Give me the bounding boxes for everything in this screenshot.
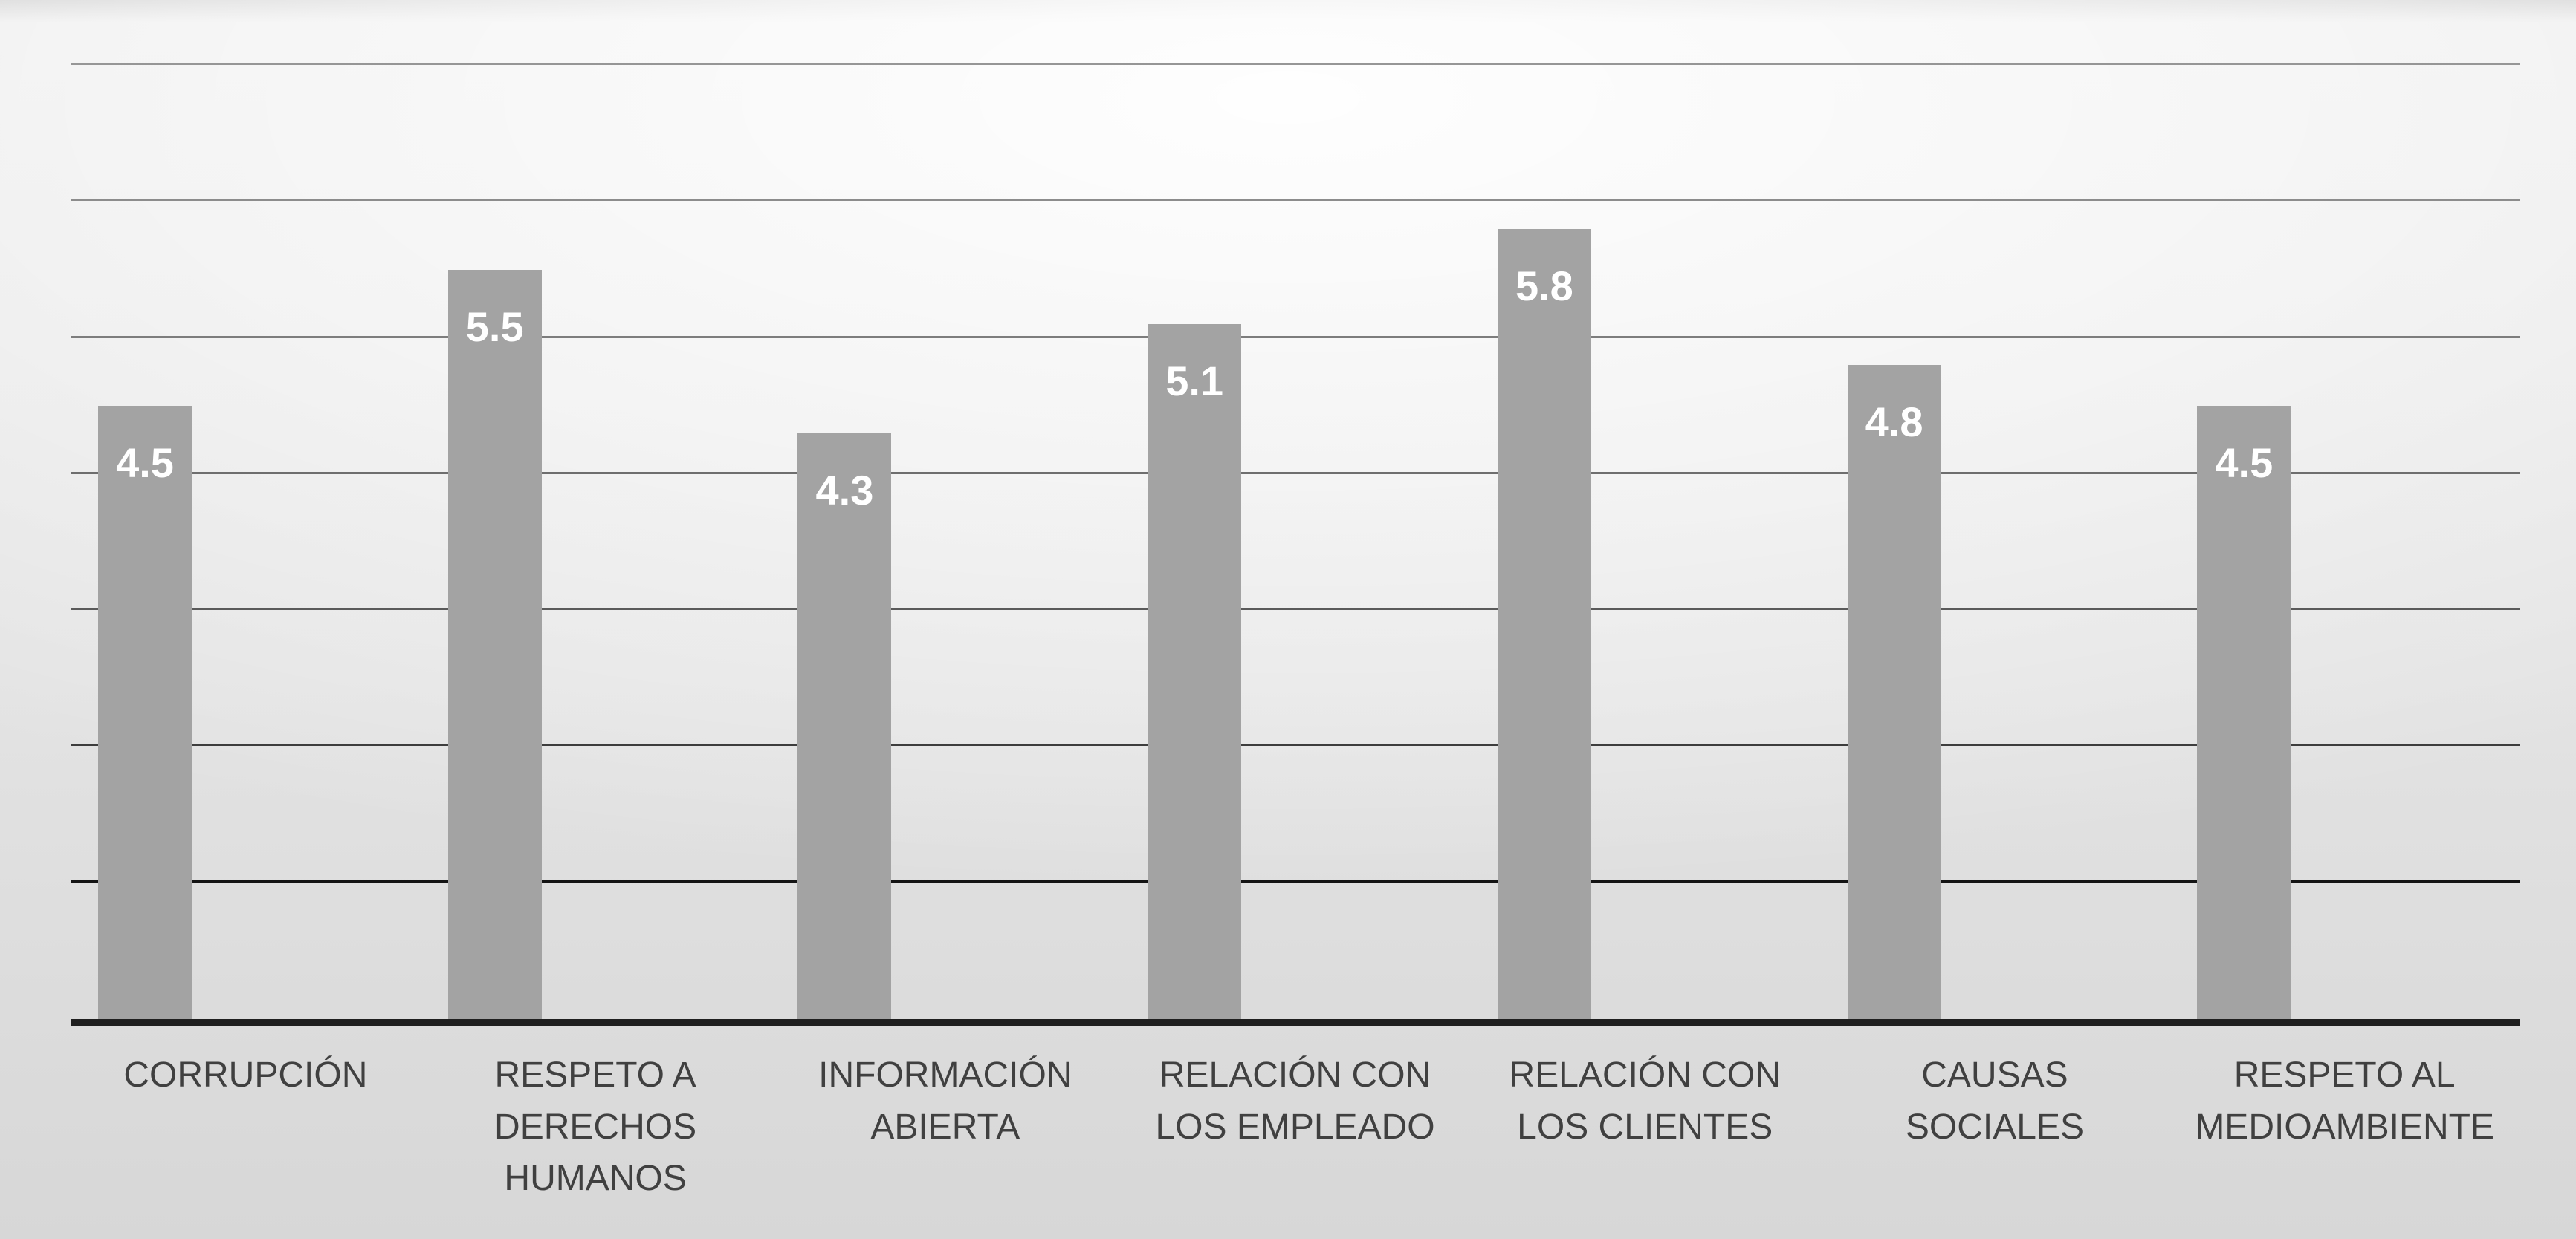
category-label: RELACIÓN CON LOS CLIENTES — [1509, 1055, 1781, 1147]
category-label: RESPETO AL MEDIOAMBIENTE — [2195, 1055, 2495, 1147]
bar-slot: 5.1 — [1120, 65, 1470, 1019]
bar-slot: 5.8 — [1470, 65, 1820, 1019]
gridlines — [71, 63, 2520, 1019]
bar: 5.8 — [1497, 228, 1591, 1019]
gridline — [71, 471, 2520, 474]
gridline — [71, 744, 2520, 747]
category-label: CAUSAS SOCIALES — [1905, 1055, 2084, 1147]
bar-slot: 4.8 — [1820, 65, 2170, 1019]
bar-slot: 4.5 — [71, 65, 421, 1019]
gridline — [71, 335, 2520, 338]
bar: 5.1 — [1148, 324, 1242, 1019]
bar: 4.5 — [98, 406, 192, 1019]
category-label: INFORMACIÓN ABIERTA — [818, 1055, 1072, 1147]
plot-area: 4.5 5.5 4.3 5.1 5.8 4.8 4.5 — [71, 63, 2520, 1026]
bar: 5.5 — [447, 269, 542, 1019]
bar-value-label: 5.1 — [1165, 358, 1224, 405]
bars-row: 4.5 5.5 4.3 5.1 5.8 4.8 4.5 — [71, 65, 2520, 1019]
bar: 4.8 — [1847, 365, 1941, 1019]
bar: 4.3 — [797, 433, 892, 1019]
gridline — [71, 608, 2520, 611]
gridline — [71, 879, 2520, 883]
bar-value-label: 5.5 — [465, 303, 524, 350]
category-label: RELACIÓN CON LOS EMPLEADO — [1155, 1055, 1435, 1147]
bar-value-label: 4.3 — [815, 466, 874, 514]
gridline — [71, 63, 2520, 65]
category-label: RESPETO A DERECHOS HUMANOS — [494, 1055, 697, 1199]
bar-value-label: 4.5 — [2215, 439, 2274, 487]
bar-slot: 4.5 — [2169, 65, 2520, 1019]
gridline — [71, 199, 2520, 202]
bar-slot: 4.3 — [770, 65, 1120, 1019]
bar-value-label: 5.8 — [1515, 262, 1573, 309]
bar-value-label: 4.5 — [116, 439, 174, 487]
bar-slot: 5.5 — [421, 65, 771, 1019]
category-axis-labels: CORRUPCIÓN RESPETO A DERECHOS HUMANOS INFO… — [71, 1049, 2520, 1205]
x-axis-line — [71, 1019, 2520, 1026]
bar: 4.5 — [2197, 406, 2291, 1019]
bar-value-label: 4.8 — [1865, 398, 1923, 446]
category-label: CORRUPCIÓN — [123, 1055, 368, 1095]
